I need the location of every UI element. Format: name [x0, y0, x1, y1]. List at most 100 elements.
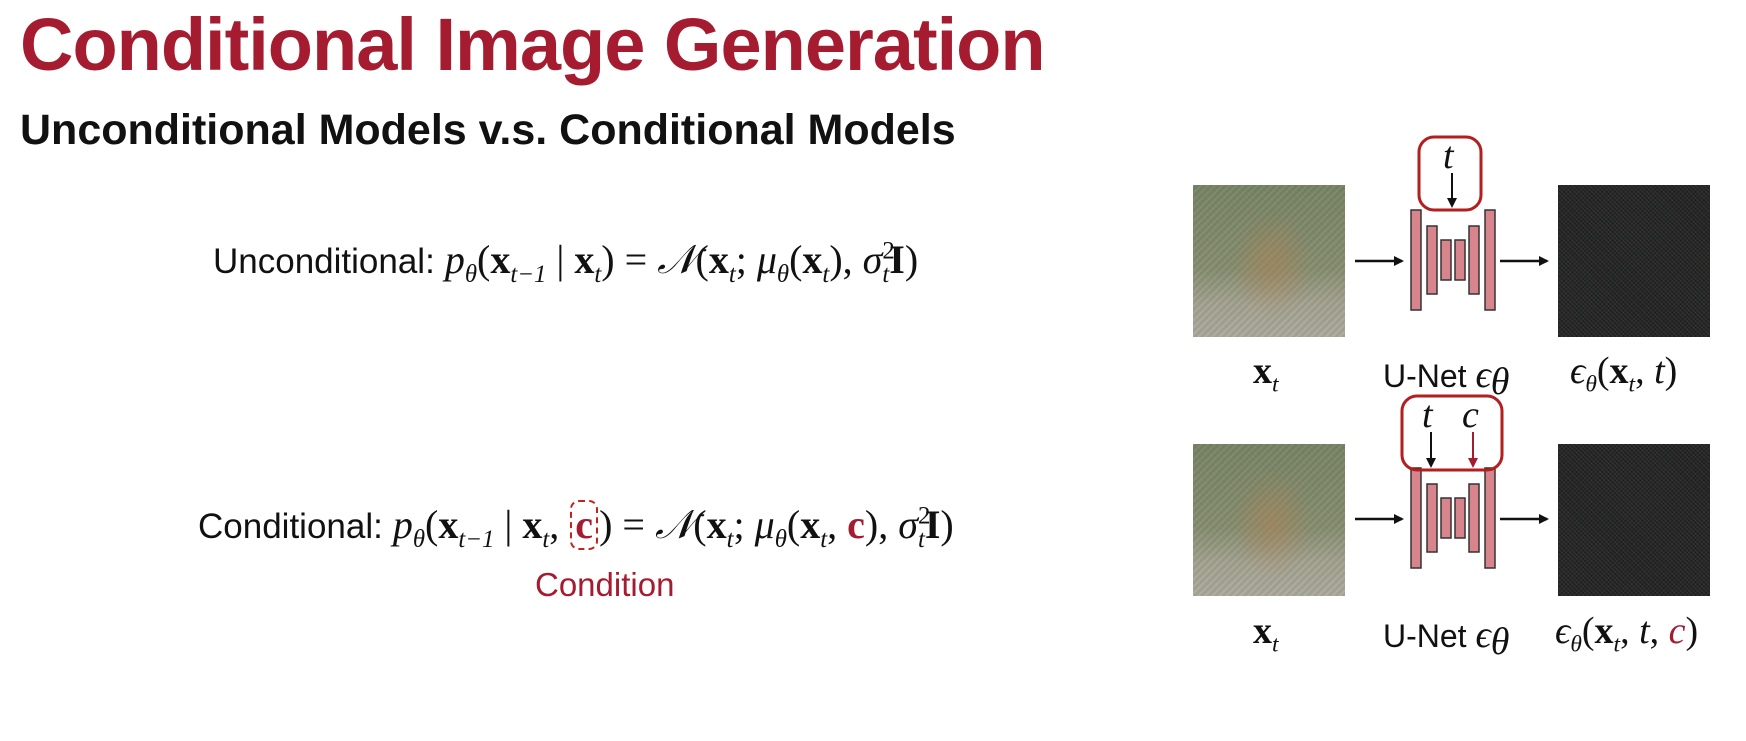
eq-c: c [847, 502, 865, 547]
eq-x: x [802, 237, 823, 282]
eq-x: x [522, 502, 543, 547]
unconditional-label: Unconditional: [213, 242, 435, 281]
t-symbol: t [1654, 350, 1665, 392]
eq-normal: 𝒩 [657, 237, 696, 283]
predicted-noise-image-top [1558, 185, 1710, 337]
eq-square: 2 [882, 237, 895, 265]
t-symbol: t [1443, 135, 1454, 177]
eq-paren: ) [864, 502, 879, 547]
eq-theta: θ [774, 526, 787, 553]
eq-semicolon: ; [733, 502, 755, 547]
eq-paren: ) [904, 237, 919, 282]
conditional-label: Conditional: [198, 507, 383, 546]
eq-paren: ( [477, 237, 491, 282]
slide-subtitle: Unconditional Models v.s. Conditional Mo… [20, 106, 956, 154]
input-caption-bottom: xt [1253, 610, 1279, 656]
unet-caption-top: U-Net ϵθ [1383, 354, 1509, 401]
theta-subscript: θ [1570, 631, 1582, 658]
condition-label: Condition [535, 566, 675, 603]
eq-p: p [392, 502, 413, 547]
timestep-label-bottom: t [1422, 396, 1433, 434]
x-symbol: x [1609, 350, 1629, 392]
unconditional-equation: Unconditional: pθ(xt−1 | xt) = 𝒩(xt; μθ(… [213, 237, 919, 287]
unet-label: U-Net [1383, 618, 1467, 654]
c-symbol: c [1668, 610, 1686, 652]
eq-p: p [444, 237, 465, 282]
condition-highlight-box: c [570, 500, 599, 550]
unet-caption-bottom: U-Net ϵθ [1383, 614, 1509, 661]
eq-sub: t [820, 526, 828, 553]
eq-paren: ( [789, 237, 803, 282]
eq-sub: t [726, 526, 734, 553]
eq-theta: θ [464, 261, 477, 288]
noisy-cat-image-top [1193, 185, 1345, 337]
t-subscript: t [1272, 371, 1279, 398]
t-subscript: t [1272, 631, 1279, 658]
eq-x: x [438, 502, 459, 547]
eq-identity: I [924, 502, 941, 547]
conditional-equation: Conditional: pθ(xt−1 | xt, c) = 𝒩(xt; μθ… [198, 500, 954, 553]
theta-subscript: θ [1490, 361, 1510, 404]
eq-x: x [574, 237, 595, 282]
eq-paren: ) [829, 237, 843, 282]
slide-title: Conditional Image Generation [20, 3, 1046, 86]
eq-bar: | [494, 502, 523, 547]
eq-paren: ( [695, 237, 709, 282]
eq-sub: t [822, 261, 830, 288]
eq-comma: , [878, 502, 899, 547]
eq-sub: t−1 [510, 261, 547, 288]
theta-subscript: θ [1585, 371, 1597, 398]
eq-comma: , [549, 502, 570, 547]
eq-paren: ( [693, 502, 707, 547]
unet-block-top [1410, 209, 1496, 311]
eq-equals: = [612, 502, 655, 547]
eq-theta: θ [776, 261, 790, 288]
eq-equals: = [614, 237, 658, 282]
eq-sigma: σ [898, 502, 918, 547]
c-symbol: c [1462, 394, 1479, 436]
eq-x: x [800, 502, 821, 547]
eq-paren: ( [425, 502, 439, 547]
epsilon-symbol: ϵ [1570, 350, 1586, 392]
t-subscript: t [1613, 631, 1621, 658]
input-caption-top: xt [1253, 350, 1279, 396]
condition-box-bottom [1400, 394, 1504, 472]
eq-sub: t−1 [458, 526, 495, 553]
eq-sub: t [882, 261, 890, 288]
x-symbol: x [1253, 610, 1272, 652]
theta-subscript: θ [1490, 621, 1510, 664]
eq-identity: I [889, 237, 905, 282]
eq-semicolon: ; [735, 237, 757, 282]
eq-sub: t [728, 261, 736, 288]
x-symbol: x [1594, 610, 1614, 652]
t-subscript: t [1628, 371, 1636, 398]
eq-sub: t [594, 261, 602, 288]
condition-c-label-bottom: c [1462, 396, 1479, 434]
eq-paren: ) [601, 237, 615, 282]
epsilon-symbol: ϵ [1475, 354, 1491, 396]
eq-x: x [706, 502, 727, 547]
eq-theta: θ [412, 526, 426, 553]
unet-label: U-Net [1383, 358, 1467, 394]
t-symbol: t [1639, 610, 1650, 652]
eq-x: x [708, 237, 729, 282]
eq-bar: | [546, 237, 575, 282]
unet-block-bottom [1410, 467, 1496, 569]
epsilon-symbol: ϵ [1475, 614, 1491, 656]
eq-x: x [490, 237, 511, 282]
output-caption-top: ϵθ(xt, t) [1570, 350, 1678, 398]
eq-sub: t [917, 526, 925, 553]
eq-c: c [575, 502, 594, 547]
eq-sub: t [542, 526, 550, 553]
eq-mu: μ [756, 237, 777, 282]
eq-comma: , [842, 237, 863, 282]
noisy-cat-image-bottom [1193, 444, 1345, 596]
eq-square: 2 [917, 502, 931, 530]
eq-paren: ) [940, 502, 954, 547]
eq-paren: ) [599, 502, 613, 547]
x-symbol: x [1253, 350, 1272, 392]
predicted-noise-image-bottom [1558, 444, 1710, 596]
t-symbol: t [1422, 394, 1433, 436]
eq-paren: ( [786, 502, 801, 547]
eq-normal: 𝒩 [654, 502, 694, 548]
